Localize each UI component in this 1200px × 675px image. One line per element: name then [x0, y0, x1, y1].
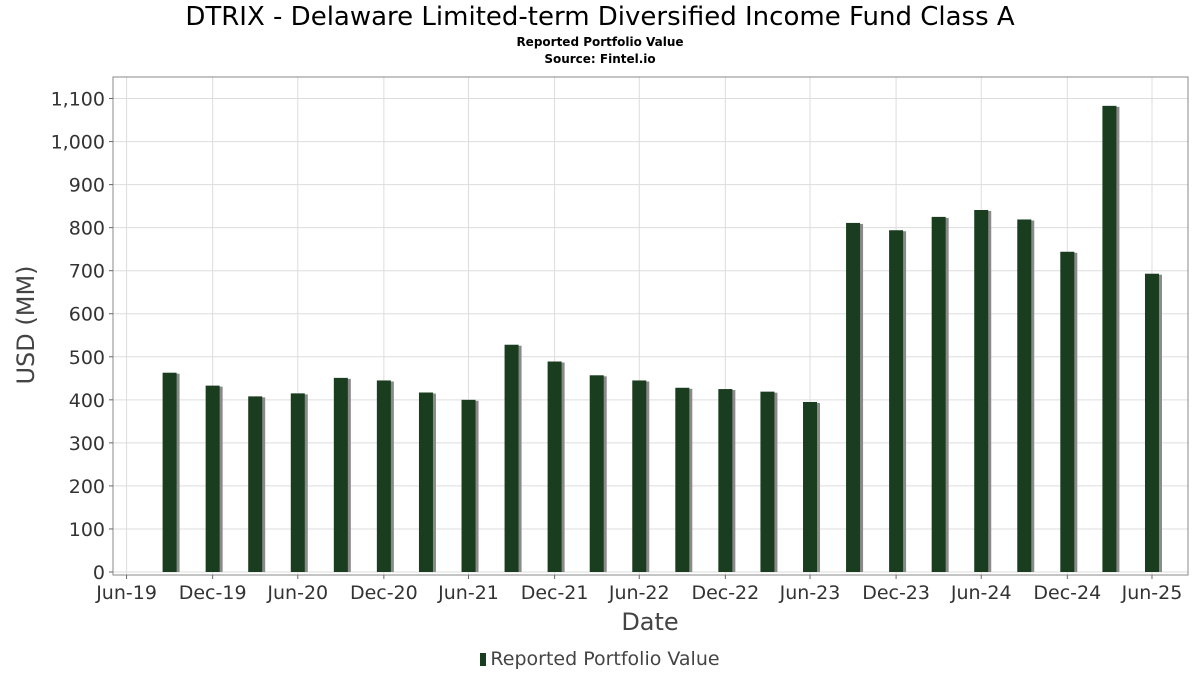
bar: [803, 401, 818, 572]
y-tick-label: 100: [69, 519, 105, 541]
bar: [290, 393, 305, 572]
bar: [632, 380, 647, 572]
x-tick-label: Jun-25: [1121, 582, 1183, 604]
y-tick-label: 500: [69, 347, 105, 369]
y-tick-label: 300: [69, 433, 105, 455]
x-tick-label: Jun-19: [95, 582, 157, 604]
y-tick-label: 900: [69, 175, 105, 197]
bar: [1144, 273, 1159, 572]
plot-area: [112, 76, 1189, 576]
x-tick-label: Jun-20: [266, 582, 328, 604]
legend-swatch: [480, 653, 487, 666]
bar: [589, 375, 604, 572]
legend-label: Reported Portfolio Value: [490, 648, 720, 670]
y-tick-label: 1,100: [51, 89, 105, 111]
x-tick-label: Dec-22: [691, 582, 759, 604]
bar: [1060, 251, 1075, 572]
chart-subtitle: Reported Portfolio Value: [516, 35, 684, 49]
y-tick-label: 400: [69, 390, 105, 412]
bar: [205, 385, 220, 572]
bar: [1102, 105, 1117, 573]
y-axis: 0 100 200 300 400 500 600 700 800 900 1,000 1,100: [51, 89, 113, 584]
y-axis-label: USD (MM): [12, 265, 40, 384]
x-tick-label: Dec-21: [521, 582, 589, 604]
bar: [931, 216, 946, 573]
x-tick-label: Jun-24: [950, 582, 1012, 604]
x-tick-label: Jun-22: [608, 582, 670, 604]
x-tick-label: Dec-20: [350, 582, 418, 604]
bar: [461, 399, 476, 572]
x-tick-label: Dec-19: [179, 582, 247, 604]
x-tick-label: Dec-23: [862, 582, 930, 604]
chart-title: DTRIX - Delaware Limited-term Diversifie…: [185, 2, 1015, 32]
bar: [889, 230, 904, 572]
bar: [162, 372, 177, 572]
bar: [333, 377, 348, 572]
y-tick-label: 200: [69, 476, 105, 498]
x-tick-label: Dec-24: [1033, 582, 1101, 604]
x-tick-label: Jun-21: [437, 582, 499, 604]
bar: [846, 222, 861, 572]
bar: [675, 387, 690, 572]
x-tick-label: Jun-23: [779, 582, 841, 604]
bar: [418, 392, 433, 572]
bar: [718, 389, 733, 572]
chart-source: Source: Fintel.io: [544, 52, 656, 66]
y-tick-label: 1,000: [51, 132, 105, 154]
bar: [248, 396, 263, 572]
bar: [1017, 219, 1032, 572]
bar: [974, 210, 989, 573]
bar: [376, 380, 391, 572]
bar: [760, 391, 775, 572]
bar: [547, 361, 562, 572]
y-tick-label: 0: [93, 562, 105, 584]
bar: [504, 344, 519, 572]
x-axis-label: Date: [621, 608, 678, 636]
legend: Reported Portfolio Value: [0, 648, 1200, 670]
y-tick-label: 600: [69, 304, 105, 326]
x-axis: Jun-19 Dec-19 Jun-20 Dec-20 Jun-21 Dec-21 Jun-…: [95, 575, 1182, 604]
y-tick-label: 700: [69, 261, 105, 283]
bars: [162, 105, 1162, 573]
y-tick-label: 800: [69, 218, 105, 240]
